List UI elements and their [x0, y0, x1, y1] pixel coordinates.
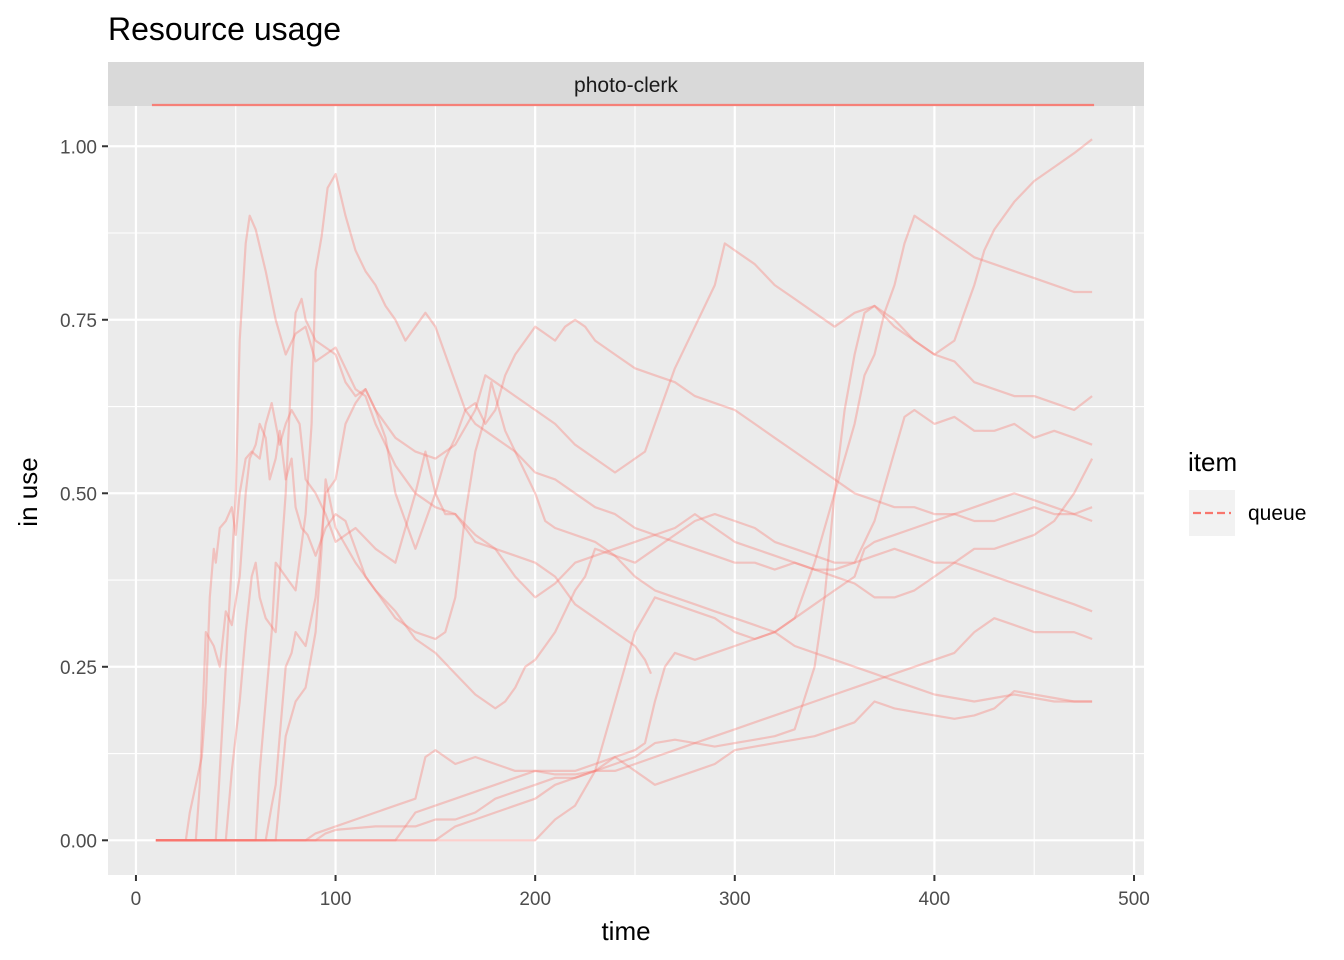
y-tick-label: 0.25: [60, 658, 97, 679]
series-line-8: [155, 617, 1093, 842]
y-tick-label: 0.50: [60, 484, 97, 505]
facet-strip: [108, 62, 1144, 106]
grid-minor-lines: [108, 106, 1144, 875]
x-axis-title: time: [601, 916, 650, 946]
legend-title: item: [1188, 447, 1237, 477]
x-tick-label: 200: [519, 889, 551, 910]
y-axis-title: in use: [13, 457, 43, 526]
series-line-3: [155, 214, 1094, 842]
legend: item queue: [1188, 447, 1306, 536]
series-line-12: [155, 214, 1093, 842]
series-line-9: [155, 492, 1093, 842]
plot-panel: [108, 106, 1144, 875]
series-line-2: [155, 402, 653, 842]
x-tick-label: 400: [919, 889, 951, 910]
y-tick-label: 0.00: [60, 831, 97, 852]
series-line-10: [155, 689, 1093, 842]
series-lines: [155, 138, 1094, 842]
series-line-5: [155, 172, 1093, 842]
legend-label-queue: queue: [1248, 502, 1306, 525]
x-tick-label: 500: [1118, 889, 1150, 910]
series-line-4: [155, 242, 1093, 842]
y-axis: 0.00 0.25 0.50 0.75 1.00: [60, 137, 108, 852]
series-line-7: [155, 478, 1093, 842]
grid-major-lines: [108, 106, 1144, 875]
y-tick-label: 0.75: [60, 311, 97, 332]
x-axis: 0 100 200 300 400 500: [131, 875, 1150, 910]
y-tick-label: 1.00: [60, 137, 97, 158]
x-tick-label: 100: [320, 889, 352, 910]
series-line-6: [155, 318, 1093, 842]
x-tick-label: 0: [131, 889, 142, 910]
chart-title: Resource usage: [108, 11, 341, 47]
series-line-11: [155, 138, 1093, 842]
x-tick-label: 300: [719, 889, 751, 910]
series-line-1: [155, 381, 1093, 842]
facet-label: photo-clerk: [574, 74, 678, 97]
